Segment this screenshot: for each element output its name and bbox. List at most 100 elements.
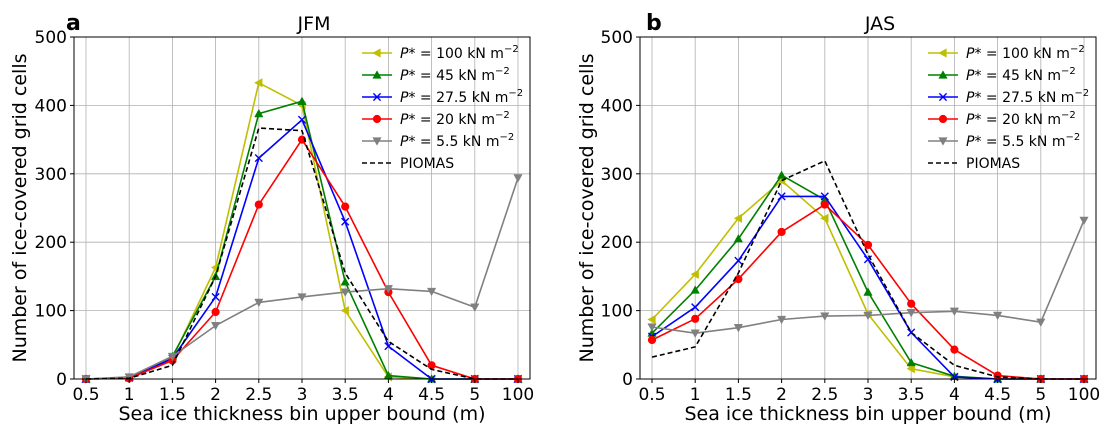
series-line [85, 127, 518, 380]
legend-symbol: P [966, 134, 975, 150]
legend-entry: P* = 45 kN m−2 [400, 66, 510, 84]
legend-marker [938, 92, 948, 102]
legend: P* = 100 kN m−2P* = 45 kN m−2P* = 27.5 k… [362, 44, 523, 172]
x-tick-label: 1 [690, 385, 701, 405]
data-point [733, 324, 744, 333]
data-point [820, 213, 829, 223]
y-tick-label: 500 [35, 28, 67, 48]
data-point [776, 315, 787, 325]
legend-exponent: −2 [504, 44, 519, 55]
data-point [907, 299, 916, 308]
x-tick-label: 0.5 [72, 385, 99, 405]
data-point [340, 288, 350, 297]
x-tick-label: 3 [863, 385, 874, 405]
legend-star: * [974, 112, 981, 128]
data-point [776, 170, 787, 179]
data-point [863, 287, 873, 296]
y-tick-label: 200 [601, 233, 633, 253]
data-point [906, 309, 916, 318]
legend-symbol: P [400, 68, 409, 84]
x-tick-label: 5 [1035, 385, 1046, 405]
legend-symbol: P [966, 68, 975, 84]
legend-text: = 45 kN m [981, 68, 1061, 84]
legend-marker [372, 137, 382, 146]
data-point [1079, 216, 1089, 226]
legend-entry: PIOMAS [966, 156, 1020, 172]
legend-marker [372, 92, 382, 102]
legend: P* = 100 kN m−2P* = 45 kN m−2P* = 27.5 k… [928, 44, 1089, 172]
data-point [820, 200, 829, 209]
x-tick-label: 2 [776, 385, 787, 405]
y-tick-label: 200 [35, 233, 67, 253]
data-point [254, 200, 263, 209]
legend-entry: P* = 20 kN m−2 [400, 110, 510, 128]
x-tick-label: 3.5 [332, 385, 359, 405]
legend-entry: P* = 20 kN m−2 [966, 110, 1076, 128]
y-axis-label: Number of ice-covered grid cells [576, 53, 598, 362]
data-point [863, 311, 873, 321]
legend-exponent: −2 [1061, 66, 1076, 77]
data-point [210, 322, 221, 331]
x-tick-label: 100 [502, 385, 534, 405]
data-point [470, 303, 480, 312]
legend-marker [372, 114, 382, 124]
legend-star: * [408, 68, 415, 84]
legend-exponent: −2 [1070, 44, 1085, 55]
x-tick-label: 100 [1068, 385, 1100, 405]
legend-symbol: P [966, 46, 975, 62]
x-tick-label: 2 [210, 385, 221, 405]
x-tick-label: 2.5 [811, 385, 838, 405]
data-point [691, 314, 700, 323]
x-tick-label: 1.5 [159, 385, 186, 405]
data-point [690, 329, 700, 338]
y-tick-label: 0 [622, 370, 633, 390]
data-point [1036, 318, 1046, 327]
legend-marker [938, 70, 948, 79]
legend-entry: P* = 100 kN m−2 [966, 44, 1085, 62]
data-point [254, 298, 264, 308]
data-point [863, 240, 873, 250]
data-point [647, 335, 657, 345]
data-point [211, 307, 220, 317]
legend-entry: P* = 27.5 kN m−2 [966, 88, 1089, 106]
legend-star: * [974, 46, 981, 62]
legend-marker [938, 48, 947, 58]
x-tick-label: 1.5 [725, 385, 752, 405]
data-point [297, 115, 307, 124]
x-tick-label: 0.5 [638, 385, 665, 405]
legend-text: = 20 kN m [415, 112, 495, 128]
data-point [254, 78, 263, 88]
chart-title: JFM [297, 13, 331, 35]
legend-exponent: −2 [1061, 110, 1076, 121]
series-6 [85, 127, 518, 380]
data-point [647, 323, 657, 332]
series-6 [651, 160, 1084, 380]
data-point [690, 285, 700, 294]
data-point [513, 174, 523, 183]
x-axis-label: Sea ice thickness bin upper bound (m) [118, 403, 485, 425]
legend-entry: P* = 27.5 kN m−2 [400, 88, 523, 106]
legend-star: * [974, 134, 981, 150]
legend-symbol: P [400, 112, 409, 128]
data-point [906, 357, 916, 367]
legend-star: * [408, 112, 415, 128]
chart-panel-b: 0.5 1 1.5 2 2.5 3 3.5 4 4.5 5 100 0 100 200 300 400 500 S… [576, 11, 1100, 425]
series-line [651, 160, 1084, 380]
data-point [340, 277, 350, 286]
y-tick-label: 400 [35, 96, 67, 116]
legend-star: * [974, 68, 981, 84]
x-tick-label: 2.5 [245, 385, 272, 405]
data-point [733, 234, 744, 243]
data-point [734, 275, 743, 284]
legend-entry: P* = 45 kN m−2 [966, 66, 1076, 84]
y-tick-label: 0 [56, 370, 67, 390]
legend-text: = 5.5 kN m [415, 134, 499, 150]
data-point [427, 361, 436, 370]
y-tick-label: 500 [601, 28, 633, 48]
data-point [340, 305, 349, 316]
data-point [906, 364, 915, 374]
data-point [691, 303, 700, 312]
y-axis-label: Number of ice-covered grid cells [9, 53, 31, 362]
data-point [690, 269, 699, 279]
